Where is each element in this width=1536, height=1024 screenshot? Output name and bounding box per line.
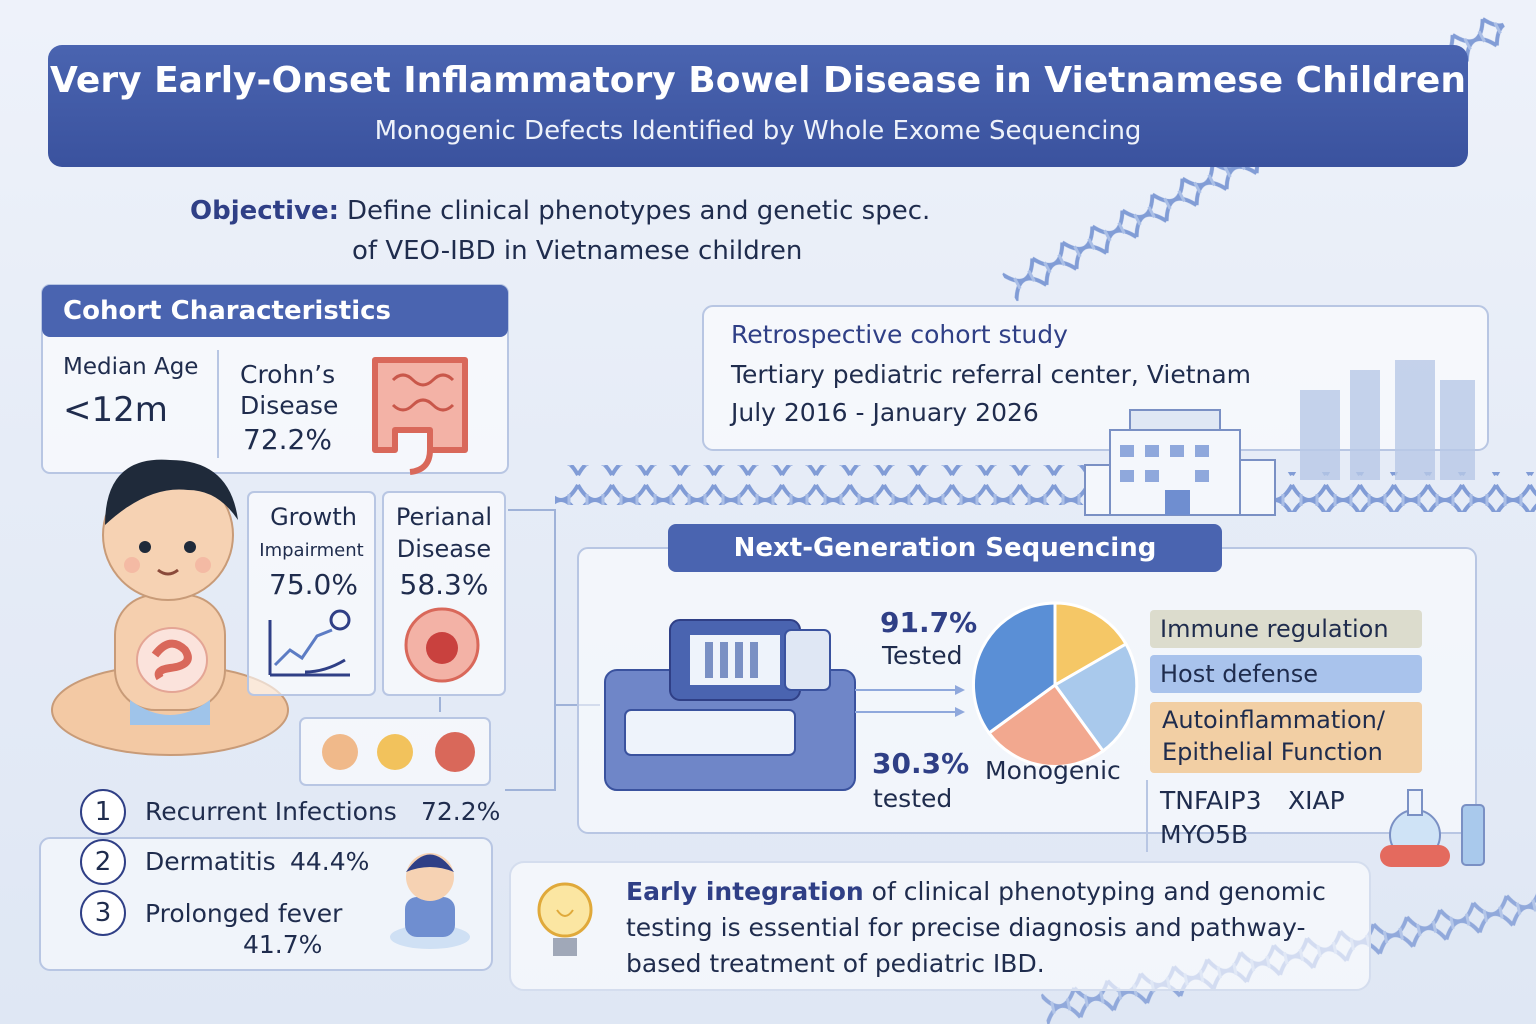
symptom-number: 1 <box>94 797 112 827</box>
monogenic-label: Monogenic <box>985 756 1121 785</box>
pathway: Epithelial Function <box>1162 738 1383 766</box>
pathway-box: Autoinflammation/ Epithelial Function <box>1150 702 1422 773</box>
stat-label: Median Age <box>63 354 199 380</box>
stat-label: Growth <box>270 503 357 531</box>
stat-value: 58.3% <box>399 568 489 601</box>
tested-label: Tested <box>882 641 963 670</box>
conclusion-text: of clinical phenotyping and genomic <box>871 877 1326 906</box>
gene: TNFAIP3 <box>1160 786 1262 815</box>
study-site: Tertiary pediatric referral center, Viet… <box>731 360 1252 389</box>
gene: XIAP <box>1288 786 1345 815</box>
symptom-number: 2 <box>94 847 112 877</box>
symptom-label: Prolonged fever <box>145 899 343 928</box>
monogenic-value: 30.3% <box>872 747 970 780</box>
pathway: Immune regulation <box>1150 610 1422 648</box>
stat-label: Impairment <box>259 540 364 561</box>
symptom-label: Dermatitis <box>145 847 276 876</box>
stat-label: Disease <box>396 535 492 563</box>
stat-label: Crohn’s <box>240 360 336 389</box>
conclusion-emphasis: Early integration <box>626 877 864 906</box>
symptom-value: 41.7% <box>243 930 323 959</box>
symptom-number: 3 <box>94 898 112 928</box>
conclusion-line: Early integration of clinical phenotypin… <box>626 877 1326 906</box>
pathway: Host defense <box>1150 655 1422 693</box>
title: Very Early-Onset Inflammatory Bowel Dise… <box>50 60 1466 101</box>
tested-value: 91.7% <box>880 606 978 639</box>
study-type: Retrospective cohort study <box>731 320 1068 349</box>
stat-value: <12m <box>63 390 168 430</box>
objective-text: Define clinical phenotypes and genetic s… <box>347 196 931 226</box>
objective-label: Objective: <box>190 196 339 226</box>
pathway: Autoinflammation/ <box>1162 706 1385 734</box>
monogenic-sub: tested <box>873 784 953 813</box>
stat-value: 72.2% <box>243 423 332 456</box>
objective-text: of VEO-IBD in Vietnamese children <box>352 236 803 266</box>
ngs-title: Next-Generation Sequencing <box>733 533 1157 563</box>
conclusion-line: testing is essential for precise diagnos… <box>626 913 1306 942</box>
stat-label: Disease <box>240 391 339 420</box>
conclusion-line: based treatment of pediatric IBD. <box>626 949 1045 978</box>
symptom-value: 72.2% <box>421 797 501 826</box>
subtitle: Monogenic Defects Identified by Whole Ex… <box>374 116 1142 146</box>
symptom-label: Recurrent Infections <box>145 797 397 826</box>
study-period: July 2016 - January 2026 <box>731 398 1039 427</box>
symptom-value: 44.4% <box>290 847 370 876</box>
stat-label: Perianal <box>395 503 493 531</box>
gene: MYO5B <box>1160 820 1249 849</box>
stat-value: 75.0% <box>269 568 358 601</box>
cohort-title: Cohort Characteristics <box>63 296 392 326</box>
